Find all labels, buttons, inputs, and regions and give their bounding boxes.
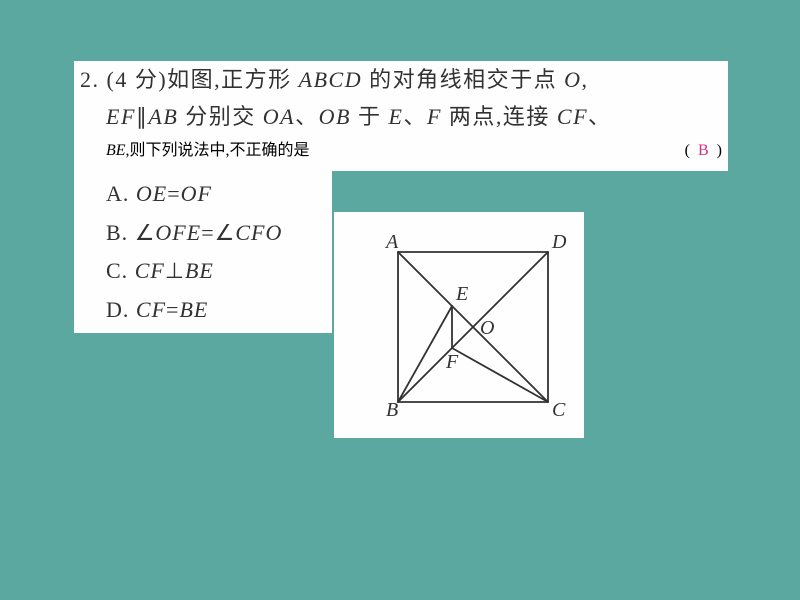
option-d: D. CF=BE bbox=[106, 291, 332, 330]
option-c: C. CF⊥BE bbox=[106, 252, 332, 291]
svg-text:B: B bbox=[386, 399, 398, 421]
diagram-box: A D B C OE F bbox=[334, 212, 584, 438]
svg-text:O: O bbox=[480, 317, 494, 339]
correct-answer: B bbox=[698, 142, 709, 159]
geometry-diagram: A D B C OE F bbox=[334, 212, 584, 438]
problem-line-2: EF∥AB 分别交 OA、OB 于 E、F 两点,连接 CF、 bbox=[74, 98, 728, 135]
option-b: B. ∠OFE=∠CFO bbox=[106, 214, 332, 253]
options-box: A. OE=OF B. ∠OFE=∠CFO C. CF⊥BE D. CF=BE bbox=[74, 171, 332, 333]
problem-statement-box: 2. (4 分)如图,正方形 ABCD 的对角线相交于点 O, EF∥AB 分别… bbox=[74, 61, 728, 171]
svg-text:D: D bbox=[551, 231, 567, 253]
problem-number: 2 bbox=[80, 67, 93, 92]
problem-line-1: 2. (4 分)如图,正方形 ABCD 的对角线相交于点 O, bbox=[74, 61, 728, 98]
svg-text:E: E bbox=[455, 283, 468, 305]
option-a: A. OE=OF bbox=[106, 175, 332, 214]
svg-text:A: A bbox=[384, 231, 399, 253]
problem-line-3: BE,则下列说法中,不正确的是 ( B ) bbox=[74, 136, 722, 160]
svg-text:F: F bbox=[445, 351, 459, 373]
answer-group: ( B ) bbox=[685, 142, 722, 160]
svg-text:C: C bbox=[552, 399, 566, 421]
